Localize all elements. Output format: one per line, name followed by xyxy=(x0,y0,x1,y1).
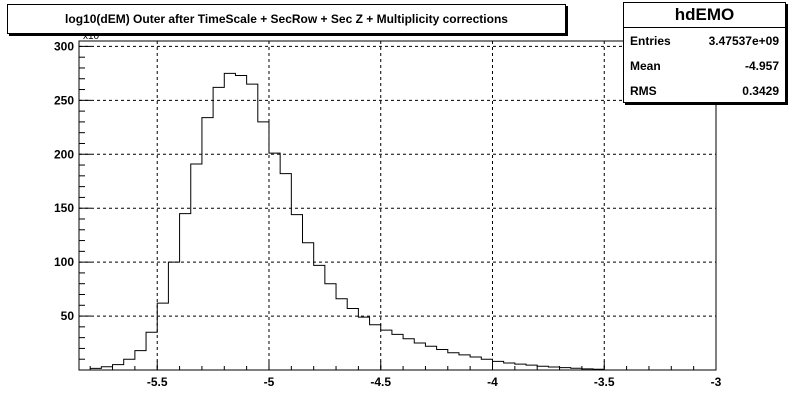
stats-row-mean: Mean -4.957 xyxy=(630,59,779,77)
stats-box: hdEMO Entries 3.47537e+09 Mean -4.957 RM… xyxy=(623,2,786,103)
stats-label: Mean xyxy=(630,59,661,73)
y-axis-exponent-label: x10 xyxy=(83,31,100,42)
x-tick-label: -4.5 xyxy=(370,375,391,389)
x-tick-label: -4 xyxy=(487,375,498,389)
plot-frame xyxy=(78,40,717,371)
x-tick-label: -5.5 xyxy=(147,375,168,389)
y-tick-label: 200 xyxy=(54,147,74,161)
grid-lines xyxy=(79,41,716,370)
stats-value: 3.47537e+09 xyxy=(708,34,779,48)
y-tick-label: 250 xyxy=(54,93,74,107)
stats-histogram-name: hdEMO xyxy=(624,3,785,28)
x-tick-label: -3.5 xyxy=(594,375,615,389)
y-tick-label: 100 xyxy=(54,255,74,269)
stats-value: -4.957 xyxy=(744,59,779,73)
chart-title: log10(dEM) Outer after TimeScale + SecRo… xyxy=(65,12,508,26)
stats-label: Entries xyxy=(630,34,671,48)
y-tick-label: 50 xyxy=(61,309,75,323)
stats-row-entries: Entries 3.47537e+09 xyxy=(630,34,779,52)
y-tick-label: 150 xyxy=(54,201,74,215)
stats-value: 0.3429 xyxy=(742,84,779,98)
chart-title-box: log10(dEM) Outer after TimeScale + SecRo… xyxy=(7,4,566,34)
x-tick-label: -5 xyxy=(264,375,275,389)
axes: -5.5 -5 -4.5 -4 -3.5 -3 50 100 150 200 250 300 xyxy=(54,39,722,389)
y-tick-label: 300 xyxy=(54,39,74,53)
stats-row-rms: RMS 0.3429 xyxy=(630,84,779,102)
histogram-series-line xyxy=(90,72,605,370)
stats-label: RMS xyxy=(630,84,657,98)
x-tick-label: -3 xyxy=(711,375,722,389)
